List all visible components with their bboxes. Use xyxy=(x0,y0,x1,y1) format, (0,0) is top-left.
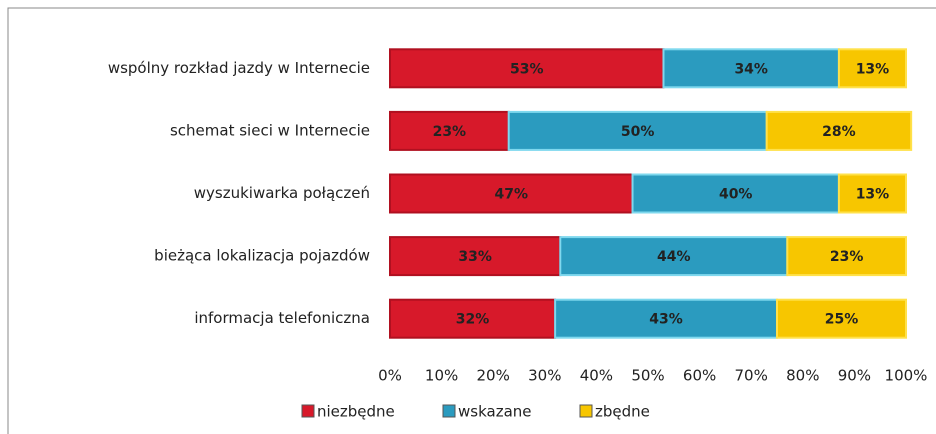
bar-segment xyxy=(554,298,778,339)
value-label: 23% xyxy=(433,124,467,140)
value-label: 34% xyxy=(734,61,768,77)
bar-segment xyxy=(837,48,907,89)
legend-label: wskazane xyxy=(458,403,532,421)
value-label: 33% xyxy=(458,249,492,265)
x-tick-label: 0% xyxy=(378,367,402,385)
value-label: 13% xyxy=(856,187,890,203)
x-tick-label: 100% xyxy=(885,367,928,385)
bar-segment xyxy=(389,173,634,214)
bar-segment xyxy=(631,173,840,214)
value-label: 44% xyxy=(657,249,691,265)
value-label: 13% xyxy=(856,61,890,77)
x-tick-label: 20% xyxy=(477,367,510,385)
legend-swatch xyxy=(579,404,593,418)
bar-segment xyxy=(776,298,907,339)
bar-segment xyxy=(765,110,913,151)
x-tick-label: 60% xyxy=(683,367,716,385)
x-tick-label: 90% xyxy=(838,367,871,385)
bar-segment xyxy=(786,236,908,277)
value-label: 25% xyxy=(825,312,859,328)
y-tick-label: wyszukiwarka połączeń xyxy=(194,184,370,202)
x-tick-label: 70% xyxy=(735,367,768,385)
legend-label: niezbędne xyxy=(317,403,395,421)
value-label: 32% xyxy=(456,312,490,328)
legend-swatch xyxy=(301,404,315,418)
x-tick-label: 30% xyxy=(528,367,561,385)
bar-segment xyxy=(837,173,907,214)
value-label: 28% xyxy=(822,124,856,140)
x-tick-label: 50% xyxy=(631,367,664,385)
value-label: 53% xyxy=(510,61,544,77)
x-tick-label: 40% xyxy=(580,367,613,385)
y-tick-label: informacja telefoniczna xyxy=(194,309,370,327)
y-tick-label: bieżąca lokalizacja pojazdów xyxy=(154,247,370,265)
x-tick-label: 10% xyxy=(425,367,458,385)
x-tick-label: 80% xyxy=(786,367,819,385)
bar-segment xyxy=(662,48,840,89)
value-label: 23% xyxy=(830,249,864,265)
value-label: 50% xyxy=(621,124,655,140)
y-tick-label: wspólny rozkład jazdy w Internecie xyxy=(108,59,370,77)
bar-segment xyxy=(389,236,562,277)
legend-label: zbędne xyxy=(595,403,650,421)
legend-swatch xyxy=(442,404,456,418)
bar-segment xyxy=(389,298,557,339)
y-tick-label: schemat sieci w Internecie xyxy=(170,121,370,139)
bar-segment xyxy=(389,48,665,89)
value-label: 43% xyxy=(649,312,683,328)
value-label: 40% xyxy=(719,187,753,203)
value-label: 47% xyxy=(495,187,529,203)
